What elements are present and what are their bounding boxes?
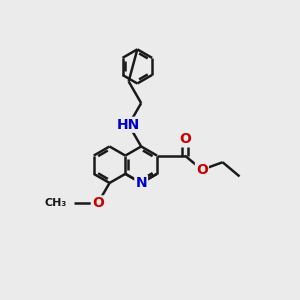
Text: HN: HN [117, 118, 140, 132]
Text: O: O [196, 163, 208, 177]
Text: CH₃: CH₃ [45, 198, 67, 208]
Text: O: O [92, 196, 104, 210]
Text: N: N [135, 176, 147, 190]
Text: O: O [179, 132, 191, 146]
